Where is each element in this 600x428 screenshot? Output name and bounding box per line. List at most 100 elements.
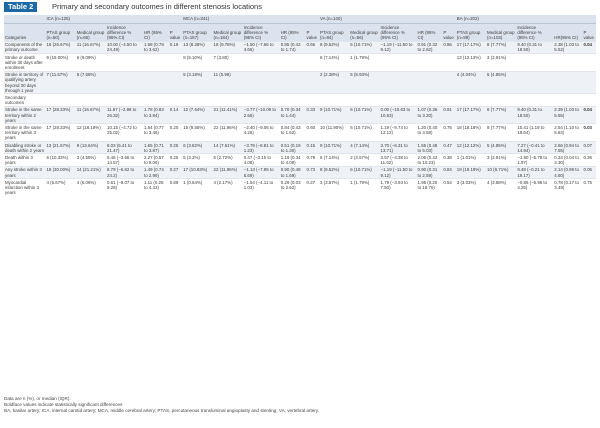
table-cell: 9.40 (0.31 to 18.50) [516,40,554,54]
column-header: Incidence difference % (95% CI) [516,23,554,42]
table-cell [142,93,169,107]
table-cell: 0.07 [582,141,596,154]
table-cell: 0.91 (0.32 to 2.62) [416,40,443,54]
table-cell: 0.00 (−10.63 to 10.63) [379,105,417,124]
table-cell: 1.64 (0.77 to 3.46) [142,123,169,142]
table-cell: 22 (11.96%) [212,165,243,179]
table-cell: 1.19 (0.34 to 4.09) [279,153,306,167]
group-header-row: ICA (n=126) MCA (n=341) VA (n=140) BA (n… [4,15,596,24]
table-cell: 14 (21.21%) [75,165,106,179]
table-cell: 8.79 (−6.62 to 24.2) [106,165,143,179]
table-cell: 3.70 (−6.31 to 13.71) [379,141,417,154]
table-cell: 1.49 (0.74 to 2.99) [142,165,169,179]
column-header: HR (95% CI) [142,23,169,42]
table-row: Stroke in territory of qualifying artery… [4,70,596,94]
table-cell: 12 (7.64%) [182,105,213,124]
table-cell [416,93,443,107]
table-cell: 0.90 (0.48 to 1.69) [279,165,306,179]
table-cell: 0.33 [305,105,320,124]
table-cell: 0.90 (0.31 to 2.59) [416,165,443,179]
table-cell: 5 (8.93%) [349,70,380,94]
table-cell: 16 (26.67%) [45,40,76,54]
table-cell [242,93,280,107]
table-cell: 0.47 [442,141,456,154]
table-cell: −1.19 (−11.50 to 9.12) [379,40,417,54]
table-cell: 0.29 (0.03 to 2.62) [279,178,306,196]
table-cell [582,70,596,94]
table-cell: 6 (7.14%) [319,153,350,167]
table-cell: 6 (7.14%) [319,53,350,72]
column-header: HR (95% CI) [416,23,443,42]
footnote: Boldface values indicate statistically s… [4,402,123,407]
table-cell: 6 (10.33%) [45,153,76,167]
table-cell: 18 (9.78%) [212,40,243,54]
table-cell: 0.36 [582,153,596,167]
table-cell: 0.78 (0.17 to 3.49) [553,178,583,196]
table-cell: 2 (2.38%) [319,70,350,94]
table-row: Stroke in the same territory within 2 ye… [4,105,596,124]
group-header-mca: MCA (n=341) [182,15,320,24]
table-cell [142,70,169,94]
table-cell: 1.65 (0.71 to 3.87) [142,141,169,154]
table-cell: 9 (10.71%) [319,105,350,124]
column-header: HR(95% CI) [553,23,583,42]
table-cell [319,93,350,107]
footnote: Data are n (%), or median (IQR). [4,396,71,401]
row-category-cell: Components of the primary outcome [4,40,46,54]
table-body: Components of the primary outcome 16 (26.… [4,40,596,196]
table-cell: 11 (16.67%) [75,40,106,54]
table-cell: 0.85 (0.42 to 1.74) [279,40,306,54]
table-cell: 3 (2.91%) [486,53,517,72]
table-cell [582,93,596,107]
table-cell [379,93,417,107]
table-cell [442,53,456,72]
table-cell: 17 (28.33%) [45,105,76,124]
table-cell: 0.20 [168,123,183,142]
table-cell: 0.03 [582,123,596,142]
table-cell: 5 (4.85%) [486,141,517,154]
row-category-cell: Any stroke within 3 years [4,165,46,179]
table-cell: 21 (11.41%) [212,105,243,124]
column-header: P value [582,23,596,42]
row-category-cell: Stroke or death within 30 days after enr… [4,53,46,72]
table-cell: 3.57 (−4.38 to 11.52) [379,153,417,167]
table-cell: 0.34 (0.04 to 3.30) [553,153,583,167]
table-cell [212,93,243,107]
table-cell: 0.04 [582,105,596,124]
table-cell: 0.27 [168,165,183,179]
table-cell: 6 (10.71%) [349,105,380,124]
table-cell [242,53,280,72]
table-cell: 0.79 [305,153,320,167]
table-cell [553,53,583,72]
table-cell: 10.15 (−4.72 to 25.02) [106,123,143,142]
column-header: P value [168,23,183,42]
table-cell: 5 (3.2%) [182,153,213,167]
table-cell: 5 (2.72%) [212,153,243,167]
table-cell: −0.85 (−5.95 to 4.25) [516,178,554,196]
table-cell [379,53,417,72]
table-cell: 3 (2.91%) [486,153,517,167]
table-row: Disabling stroke or death within 2 years… [4,141,596,154]
table-cell: 0.75 [582,178,596,196]
table-cell [45,93,76,107]
table-cell: 0.61 (−8.07 to 9.28) [106,178,143,196]
table-cell: 3 (3.57%) [319,178,350,196]
table-cell [242,70,280,94]
table-cell: 1.07 (0.36 to 3.20) [416,105,443,124]
table-cell: −3.79 (−8.81 to 1.23) [242,141,280,154]
table-title-bar: Table 2 Primary and secondary outcomes i… [0,0,600,14]
table-cell: 0.91 [442,105,456,124]
table-cell: 0.60 [305,123,320,142]
footnote: BA, basilar artery; ICA, internal caroti… [4,408,320,413]
table-cell [442,93,456,107]
table-cell: 5 (7.58%) [75,70,106,94]
column-header-categories: Categories [4,23,46,42]
column-header: Medical group (n=66) [75,23,106,42]
column-header-row: Categories PTAS group (n=60) Medical group… [4,23,596,42]
table-cell: 6 (10.71%) [349,165,380,179]
table-cell: 1 (1.01%) [455,153,487,167]
table-cell: 22 (11.96%) [212,123,243,142]
column-header: PTAS group (n=157) [182,23,213,42]
table-cell [305,70,320,94]
table-cell: 5.46 (−3.66 to 14.57) [106,153,143,167]
